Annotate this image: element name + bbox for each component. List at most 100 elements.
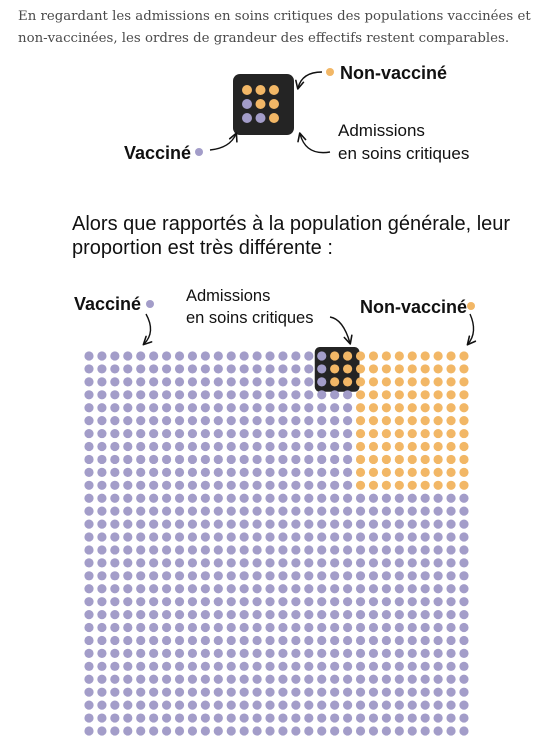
vaccinated-dot [330,674,340,684]
unvaccinated-dot [355,441,366,452]
vaccinated-dot [213,493,223,503]
vaccinated-dot [136,597,146,607]
vaccinated-dot [278,545,288,555]
vaccinated-dot [84,532,94,542]
vaccinated-dot [200,700,210,710]
vaccinated-dot [123,416,133,426]
vaccinated-dot [174,416,185,426]
vaccinated-dot [84,700,94,710]
vaccinated-dot [84,584,94,594]
vaccinated-dot [149,454,159,465]
vaccinated-dot [136,377,146,387]
vaccinated-dot [161,467,172,477]
vaccinated-dot [200,545,210,555]
vaccinated-dot [330,441,340,452]
vaccinated-dot [110,480,120,490]
unvaccinated-dot [381,416,391,426]
vaccinated-dot [291,506,301,516]
vaccinated-dot [213,377,223,387]
vaccinated-dot [239,428,249,439]
vaccinated-dot [213,441,223,452]
unvaccinated-dot [459,441,469,452]
vaccinated-dot [239,687,249,697]
vaccinated-dot [200,584,210,594]
vaccinated-dot [407,545,417,555]
vaccinated-dot [213,726,223,736]
vaccinated-dot [110,364,120,374]
unvaccinated-dot [355,467,366,477]
vaccinated-dot [97,519,107,529]
vaccinated-dot [394,635,404,646]
vaccinated-dot [381,571,391,581]
vaccinated-dot [174,610,185,620]
vaccinated-dot [252,403,262,413]
vaccinated-dot [174,377,185,387]
vaccinated-dot [446,506,456,516]
vaccinated-dot [420,545,430,555]
unvaccinated-dot [433,403,443,413]
vaccinated-dot [278,584,288,594]
vaccinated-dot [110,506,120,516]
vaccinated-dot [252,584,262,594]
vaccinated-dot [136,635,146,646]
vaccinated-dot [459,700,469,710]
vaccinated-dot [291,441,301,452]
vaccinated-dot [123,713,133,723]
vaccinated-dot [149,506,159,516]
vaccinated-dot [291,519,301,529]
vaccinated-dot [136,390,146,400]
unvaccinated-dot [407,377,417,387]
vaccinated-dot [317,597,327,607]
vaccinated-dot [200,571,210,581]
vaccinated-dot [97,635,107,646]
unvaccinated-dot [394,454,404,465]
critical-unvaccinated-dot [343,377,353,387]
vaccinated-dot [343,493,353,503]
vaccinated-dot [200,506,210,516]
vaccinated-dot [459,506,469,516]
vaccinated-dot [265,493,275,503]
vaccinated-dot [97,532,107,542]
unvaccinated-dot [368,403,379,413]
vaccinated-dot [278,597,288,607]
vaccinated-dot [304,519,314,529]
vaccinated-dot [149,364,159,374]
vaccinated-dot [123,700,133,710]
vaccinated-dot [84,441,94,452]
vaccinated-dot [239,558,249,568]
vaccinated-dot [239,545,249,555]
vaccinated-dot [330,558,340,568]
vaccinated-dot [407,661,417,671]
unvaccinated-dot [407,403,417,413]
vaccinated-dot [136,493,146,503]
vaccinated-dot [110,390,120,400]
vaccinated-dot [110,726,120,736]
vaccinated-dot [330,532,340,542]
vaccinated-dot [149,416,159,426]
unvaccinated-dot [433,416,443,426]
vaccinated-dot [200,377,210,387]
vaccinated-dot [278,661,288,671]
vaccinated-dot [161,377,172,387]
vaccinated-dot [84,558,94,568]
vaccinated-dot [317,661,327,671]
vaccinated-dot [446,713,456,723]
vaccinated-dot [381,506,391,516]
vaccinated-dot [174,480,185,490]
vaccinated-dot [278,364,288,374]
vaccinated-dot [174,571,185,581]
vaccinated-dot [265,545,275,555]
unvaccinated-dot [394,377,404,387]
unvaccinated-dot [459,390,469,400]
unvaccinated-dot [433,390,443,400]
vaccinated-dot [136,545,146,555]
vaccinated-dot [291,493,301,503]
vaccinated-dot [394,726,404,736]
vaccinated-dot [200,713,210,723]
vaccinated-dot [161,713,172,723]
vaccinated-dot [278,454,288,465]
vaccinated-dot [381,597,391,607]
vaccinated-dot [97,713,107,723]
vaccinated-dot [317,674,327,684]
vaccinated-dot [149,558,159,568]
